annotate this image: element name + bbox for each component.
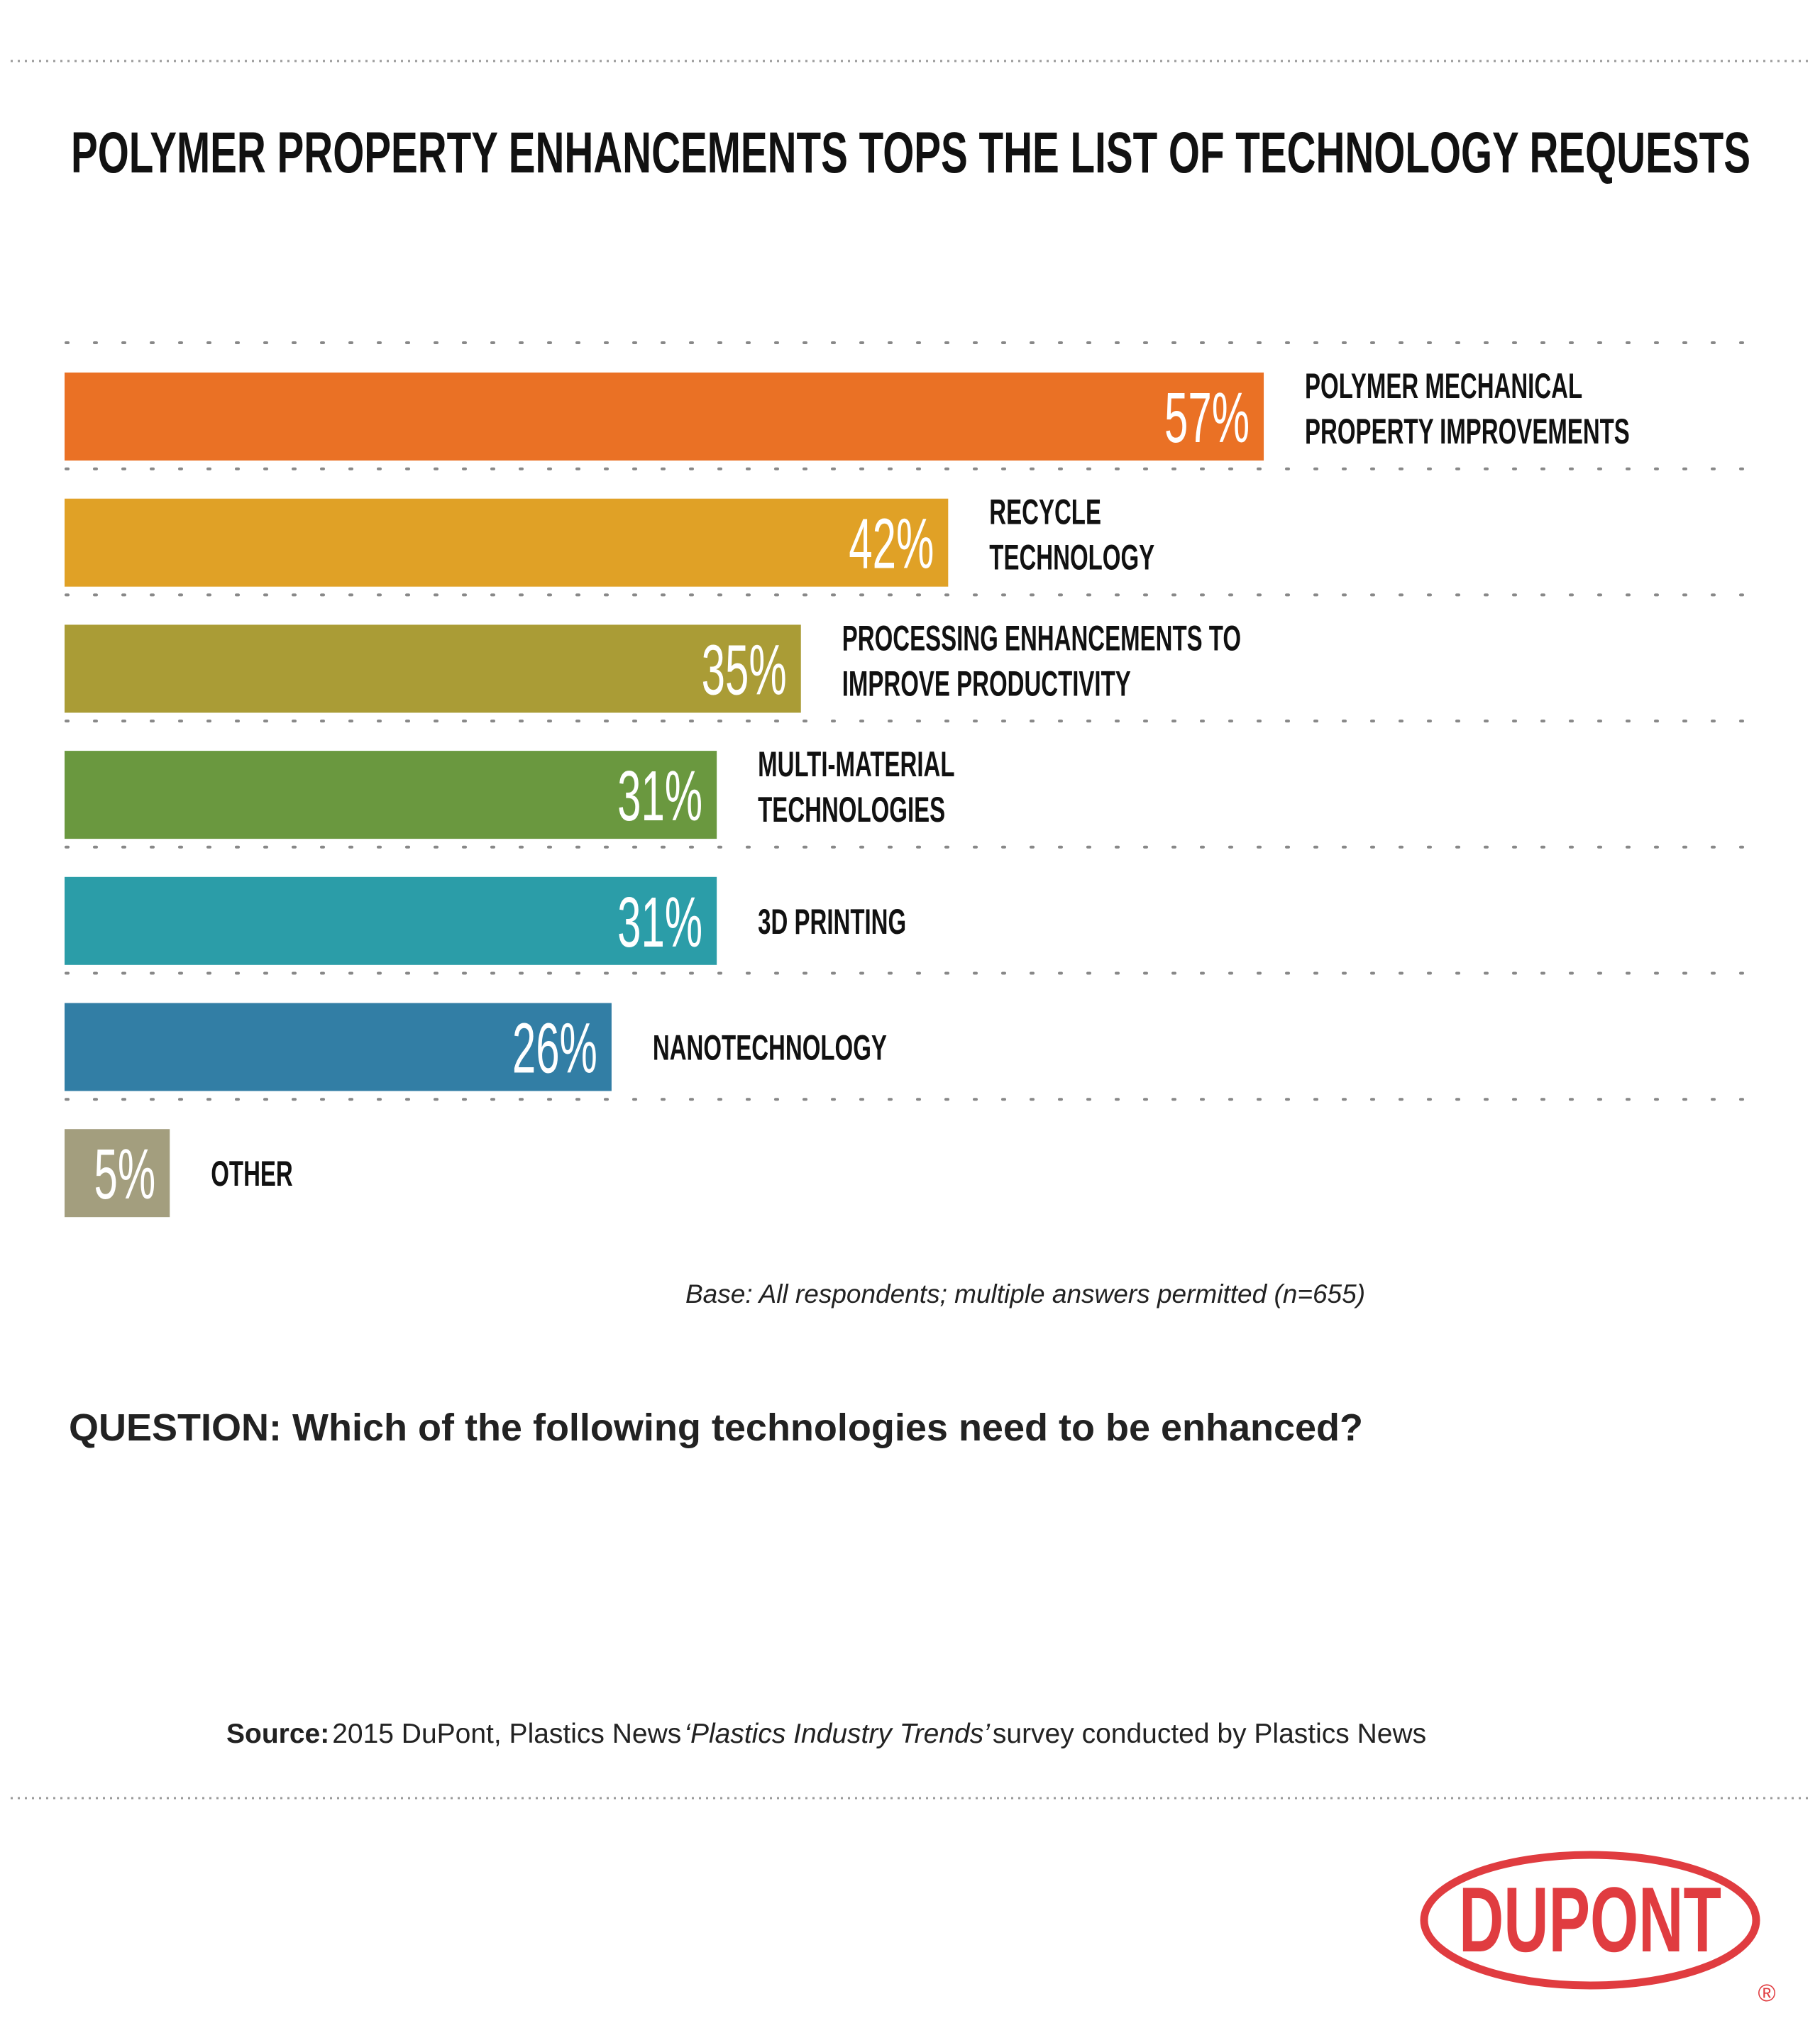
value-label-5: 26%	[512, 1009, 597, 1089]
value-label-1: 42%	[849, 505, 934, 584]
category-label-6: OTHER	[211, 1154, 293, 1193]
bar-0	[65, 373, 1264, 461]
category-label-0: PROPERTY IMPROVEMENTS	[1305, 412, 1630, 451]
category-label-5: NANOTECHNOLOGY	[653, 1028, 887, 1067]
category-label-2: PROCESSING ENHANCEMENTS TO	[842, 619, 1241, 658]
bar-6	[65, 1129, 170, 1218]
value-label-0: 57%	[1164, 378, 1250, 458]
chart-title: POLYMER PROPERTY ENHANCEMENTS TOPS THE L…	[71, 121, 1750, 185]
bar-3	[65, 751, 717, 839]
bar-5	[65, 1003, 612, 1091]
source-italic: ‘Plastics Industry Trends’	[684, 1719, 991, 1749]
base-note: Base: All respondents; multiple answers …	[685, 1279, 1365, 1308]
bar-1	[65, 498, 949, 587]
source-label: Source:	[226, 1719, 329, 1749]
value-label-4: 31%	[617, 883, 702, 962]
value-label-6: 5%	[94, 1135, 156, 1214]
registered-mark: ®	[1758, 1980, 1775, 2007]
bar-4	[65, 876, 717, 965]
category-label-1: TECHNOLOGY	[989, 538, 1154, 577]
bar-2	[65, 624, 801, 713]
source-line: Source: 2015 DuPont, Plastics News ‘Plas…	[226, 1719, 1426, 1749]
value-label-2: 35%	[702, 631, 787, 710]
category-label-3: MULTI-MATERIAL	[758, 744, 954, 783]
question-text: QUESTION: Which of the following technol…	[69, 1406, 1363, 1449]
dupont-logo: DUPONT ®	[1420, 1851, 1776, 2007]
bar-chart: 57% POLYMER MECHANICAL PROPERTY IMPROVEMEN…	[65, 341, 1754, 1218]
logo-text: DUPONT	[1459, 1868, 1721, 1971]
logo-oval	[1420, 1851, 1760, 1990]
category-label-1: RECYCLE	[989, 492, 1101, 531]
source-pre: 2015 DuPont, Plastics News	[332, 1719, 681, 1749]
category-label-4: 3D PRINTING	[758, 902, 906, 941]
value-label-3: 31%	[617, 756, 702, 836]
source-post: survey conducted by Plastics News	[993, 1719, 1426, 1749]
category-label-3: TECHNOLOGIES	[758, 790, 945, 829]
category-label-2: IMPROVE PRODUCTIVITY	[842, 664, 1131, 703]
category-label-0: POLYMER MECHANICAL	[1305, 366, 1582, 405]
